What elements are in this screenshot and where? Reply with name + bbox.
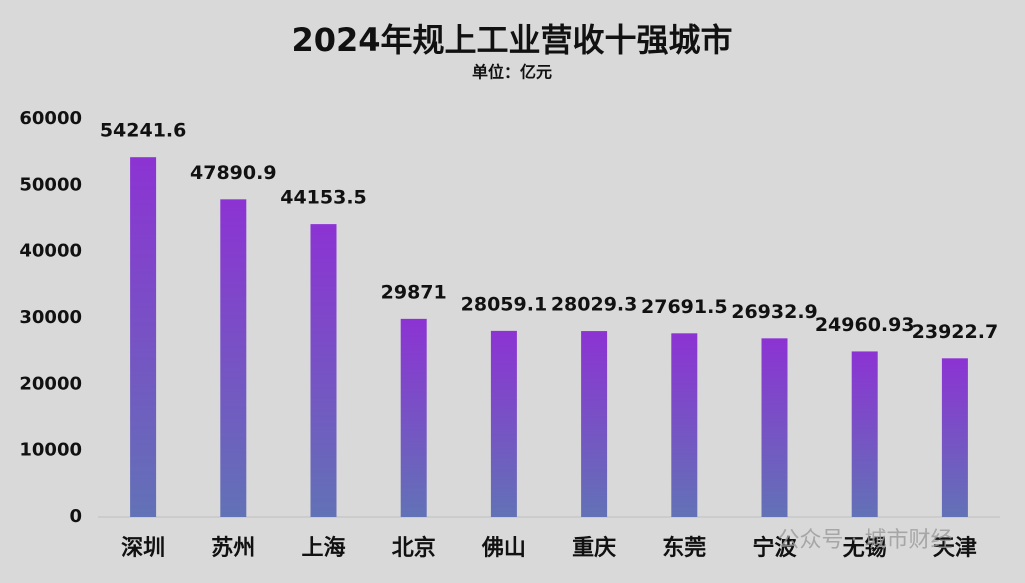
- x-tick-label: 苏州: [211, 535, 255, 561]
- x-tick-label: 佛山: [481, 536, 526, 561]
- y-tick-label: 40000: [19, 241, 82, 262]
- bar: [220, 199, 247, 517]
- value-label: 26932.9: [731, 301, 818, 323]
- bar: [761, 338, 788, 517]
- value-label: 27691.5: [641, 296, 728, 318]
- x-tick-label: 宁波: [752, 535, 797, 561]
- value-label: 24960.93: [815, 314, 915, 336]
- bar: [310, 224, 337, 517]
- watermark: 公众号 · 城市财经: [778, 528, 953, 553]
- value-label: 23922.7: [912, 321, 999, 343]
- bar: [130, 157, 157, 517]
- value-label: 54241.6: [100, 120, 187, 142]
- x-tick-label: 上海: [301, 535, 345, 561]
- chart-subtitle: 单位：亿元: [472, 63, 552, 82]
- y-tick-label: 20000: [19, 373, 82, 394]
- bar: [941, 358, 968, 517]
- x-tick-label: 无锡: [843, 536, 887, 561]
- bar: [490, 330, 517, 517]
- value-label: 28059.1: [461, 293, 548, 315]
- y-tick-label: 50000: [19, 174, 82, 195]
- x-tick-label: 天津: [933, 535, 977, 561]
- y-tick-label: 10000: [19, 440, 82, 461]
- y-tick-label: 0: [69, 506, 82, 527]
- bar: [581, 331, 608, 517]
- bar: [671, 333, 698, 517]
- value-label: 29871: [381, 281, 447, 303]
- y-tick-label: 30000: [19, 307, 82, 328]
- value-label: 28029.3: [551, 294, 638, 316]
- x-tick-label: 深圳: [121, 536, 165, 561]
- bar: [851, 351, 878, 517]
- bar: [400, 318, 427, 517]
- x-tick-label: 重庆: [572, 535, 616, 561]
- y-tick-label: 60000: [19, 108, 82, 129]
- value-label: 47890.9: [190, 162, 277, 184]
- x-tick-label: 东莞: [662, 535, 706, 561]
- value-label: 44153.5: [280, 187, 367, 209]
- x-tick-label: 北京: [392, 535, 436, 561]
- chart-title: 2024年规上工业营收十强城市: [291, 21, 732, 59]
